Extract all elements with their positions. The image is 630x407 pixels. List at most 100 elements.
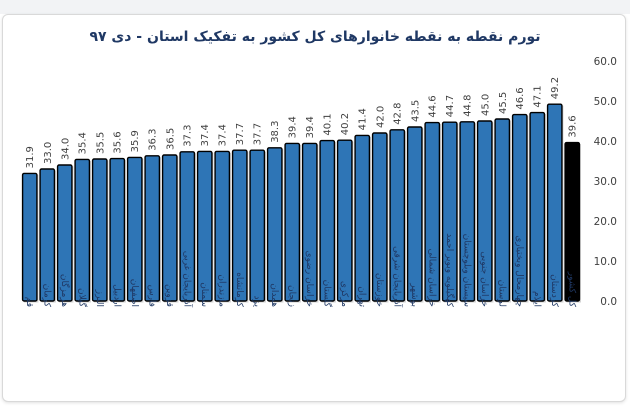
- bar: [476, 120, 493, 302]
- bar-value-label: 45.5: [498, 92, 509, 114]
- bar: [546, 103, 563, 302]
- bar: [301, 142, 318, 302]
- bar-value-label: 49.2: [550, 77, 561, 99]
- bar: [511, 113, 528, 302]
- bar-value-label: 35.4: [78, 132, 89, 154]
- bar-value-label: 42.8: [393, 103, 404, 125]
- category-label: مازندران: [216, 274, 226, 307]
- y-tick-label: 30.0: [594, 176, 617, 188]
- bar: [371, 132, 388, 302]
- bar: [336, 139, 353, 302]
- category-label: آذربایجان شرقی: [391, 246, 403, 307]
- bar-value-label: 34.0: [60, 138, 71, 160]
- category-label: زنجان: [286, 285, 296, 307]
- bar: [196, 150, 213, 302]
- bar: [266, 147, 283, 302]
- bar: [56, 164, 73, 302]
- bar-value-label: 37.3: [183, 125, 194, 147]
- category-label: یزد: [251, 296, 261, 308]
- bar: [91, 158, 108, 302]
- category-label: خراسان شمالی: [426, 248, 436, 307]
- bar-value-label: 37.4: [218, 124, 229, 146]
- category-label: قم: [24, 297, 34, 307]
- bar-value-label: 38.3: [270, 121, 281, 143]
- bar-value-label: 44.8: [463, 95, 474, 117]
- bar: [354, 134, 371, 302]
- category-label: ایلام: [531, 291, 541, 307]
- category-label: فارس: [146, 285, 156, 307]
- bar-value-label: 44.6: [428, 95, 439, 117]
- category-label: تهران: [356, 286, 366, 307]
- bar: [389, 129, 406, 302]
- category-label: لرستان: [496, 280, 506, 307]
- bar: [231, 149, 248, 302]
- category-label: سیستان وبلوچستان: [461, 234, 471, 307]
- bar-value-label: 41.4: [358, 108, 369, 130]
- category-label: کل کشور: [566, 271, 576, 308]
- bar: [284, 142, 301, 302]
- category-label: کهگیلویه وبویر احمد: [444, 233, 456, 307]
- bar-value-label: 46.6: [515, 87, 526, 109]
- bar-value-label: 36.5: [165, 128, 176, 150]
- category-label: قزوین: [164, 284, 174, 307]
- bar: [21, 172, 38, 302]
- bar: [406, 126, 423, 302]
- bar-value-label: 40.1: [323, 113, 334, 135]
- bar-value-label: 40.2: [340, 113, 351, 135]
- category-label: کرمان: [41, 284, 51, 308]
- top-strip: [0, 0, 630, 14]
- chart-frame: تورم نقطه به نقطه خانوارهای کل کشور به ت…: [2, 14, 626, 402]
- bar-value-label: 39.4: [305, 116, 316, 138]
- bar-value-label: 35.5: [95, 132, 106, 154]
- bar: [214, 150, 231, 302]
- bar: [441, 121, 458, 302]
- bar: [144, 155, 161, 302]
- bar: [39, 168, 56, 302]
- bar-value-label: 42.0: [375, 106, 386, 128]
- chart-title: تورم نقطه به نقطه خانوارهای کل کشور به ت…: [89, 29, 541, 45]
- y-tick-label: 0.0: [600, 296, 617, 308]
- category-label: چهارمحال وبختیاری: [514, 235, 524, 307]
- bar-value-label: 35.6: [113, 131, 124, 153]
- category-label: بوشهر: [409, 282, 419, 307]
- chart-plot-area: 0.0 10.0 20.0 30.0 40.0 50.0 60.0 31.9 قم 33.0 کرم…: [21, 56, 617, 308]
- category-label: اردبیل: [111, 284, 121, 307]
- bar: [249, 149, 266, 302]
- bar: [564, 141, 581, 302]
- bar-value-label: 43.5: [410, 100, 421, 122]
- category-label: گلستان: [321, 280, 333, 308]
- category-label: آذربایجان غربی: [181, 251, 193, 308]
- category-label: کردستان: [549, 274, 559, 308]
- bar-value-label: 35.9: [130, 130, 141, 152]
- y-tick-label: 10.0: [594, 256, 617, 268]
- bar: [74, 158, 91, 302]
- bar-value-label: 39.6: [568, 115, 579, 137]
- bar-value-label: 45.0: [480, 94, 491, 116]
- category-label: کرمانشاه: [234, 272, 244, 308]
- category-label: خراسان جنوبی: [479, 251, 489, 307]
- bar: [494, 118, 511, 302]
- category-label: خوزستان: [374, 273, 384, 307]
- bar-value-label: 39.4: [288, 116, 299, 138]
- y-tick-label: 20.0: [594, 216, 617, 228]
- y-tick-label: 40.0: [594, 136, 617, 148]
- bar: [179, 151, 196, 302]
- category-label: البرز: [94, 289, 104, 307]
- bar: [319, 139, 336, 302]
- category-label: همدان: [269, 283, 279, 307]
- bar-value-label: 44.7: [445, 95, 456, 117]
- category-label: هرمزگان: [59, 274, 71, 307]
- bar-value-label: 36.3: [148, 129, 159, 151]
- bar: [529, 111, 546, 302]
- y-tick-label: 60.0: [594, 56, 617, 68]
- category-label: خراسان رضوی: [304, 251, 314, 307]
- bar-value-label: 47.1: [533, 85, 544, 107]
- category-label: سمنان: [199, 282, 209, 307]
- bar-value-label: 37.7: [253, 123, 264, 145]
- bar: [126, 156, 143, 302]
- bar: [109, 157, 126, 302]
- bar: [161, 154, 178, 302]
- y-tick-label: 50.0: [594, 96, 617, 108]
- bar: [459, 121, 476, 302]
